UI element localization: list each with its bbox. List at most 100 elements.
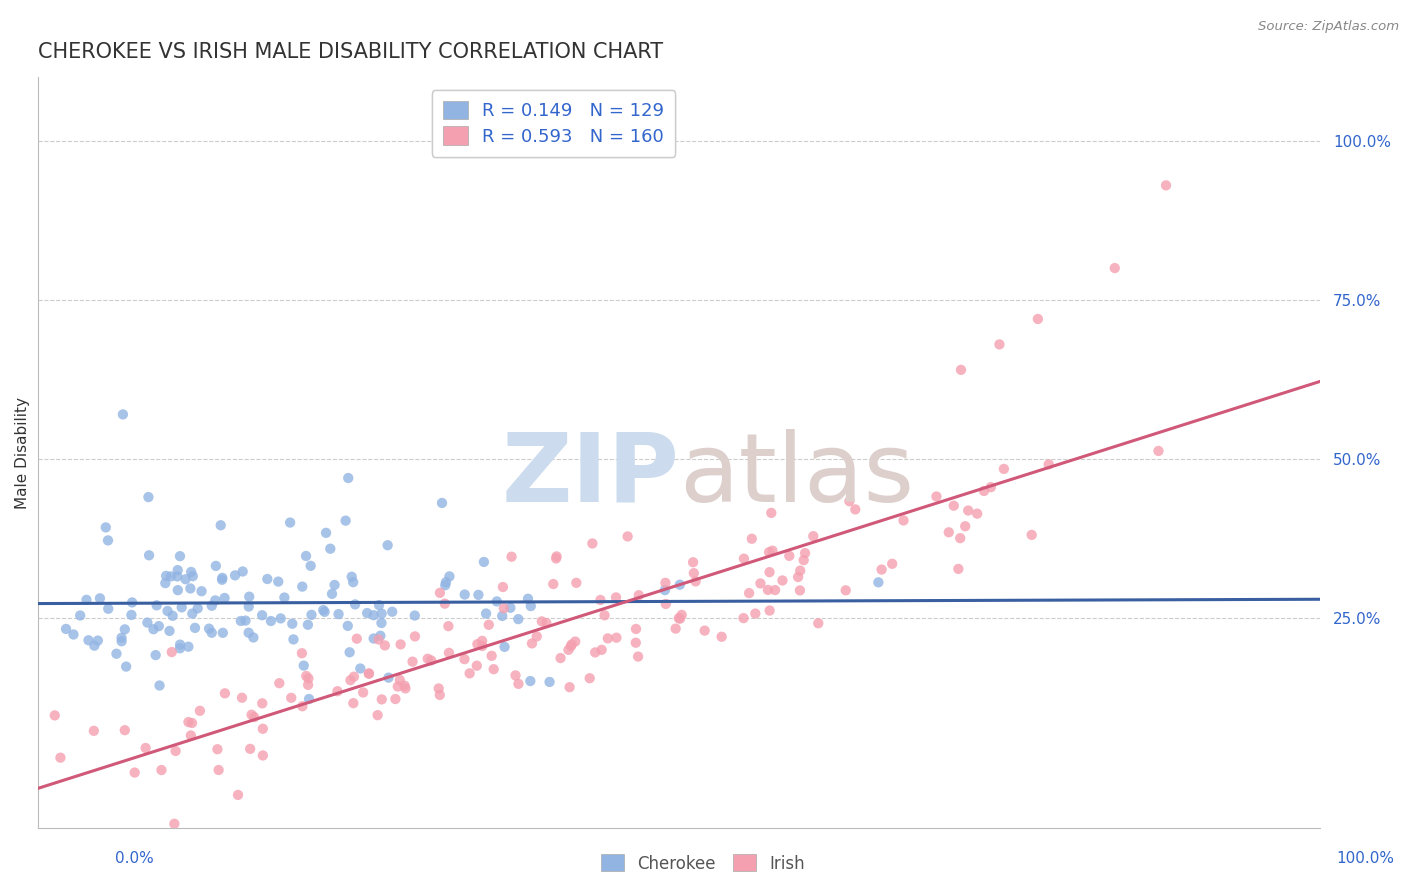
Point [465, 658, 488, 673]
Point [374, 639, 396, 653]
Point [180, 729, 202, 743]
Point [207, 742, 229, 756]
Point [893, 513, 915, 527]
Point [394, 679, 416, 693]
Point [988, 337, 1011, 351]
Point [485, 594, 508, 608]
Point [76, 592, 98, 607]
Point [655, 597, 678, 611]
Point [546, 549, 568, 564]
Point [198, 622, 221, 636]
Point [870, 563, 893, 577]
Point [370, 629, 392, 643]
Point [370, 615, 392, 630]
Point [478, 617, 501, 632]
Point [433, 597, 456, 611]
Point [429, 688, 451, 702]
Point [278, 516, 301, 530]
Point [434, 578, 457, 592]
Point [363, 632, 385, 646]
Point [229, 614, 252, 628]
Point [339, 673, 361, 688]
Point [250, 608, 273, 623]
Point [342, 696, 364, 710]
Point [239, 742, 262, 756]
Point [394, 681, 416, 696]
Point [758, 603, 780, 617]
Point [155, 576, 177, 591]
Y-axis label: Male Disability: Male Disability [15, 397, 30, 508]
Point [416, 651, 439, 665]
Point [201, 625, 224, 640]
Point [357, 666, 380, 681]
Point [520, 636, 543, 650]
Point [105, 647, 128, 661]
Point [882, 557, 904, 571]
Point [624, 636, 647, 650]
Point [238, 590, 260, 604]
Point [87, 633, 110, 648]
Point [844, 502, 866, 516]
Point [404, 608, 426, 623]
Text: atlas: atlas [679, 428, 914, 522]
Point [187, 601, 209, 615]
Point [323, 578, 346, 592]
Point [138, 490, 160, 504]
Point [301, 607, 323, 622]
Point [758, 565, 780, 579]
Point [238, 599, 260, 614]
Point [209, 518, 232, 533]
Point [475, 607, 498, 621]
Point [97, 533, 120, 548]
Point [1038, 458, 1060, 472]
Point [211, 571, 233, 585]
Point [654, 575, 676, 590]
Point [335, 514, 357, 528]
Point [1021, 528, 1043, 542]
Point [145, 648, 167, 662]
Point [756, 582, 779, 597]
Point [238, 625, 260, 640]
Point [150, 763, 173, 777]
Point [682, 566, 704, 581]
Point [138, 549, 160, 563]
Point [565, 575, 588, 590]
Point [114, 723, 136, 738]
Point [437, 646, 460, 660]
Point [299, 558, 322, 573]
Point [321, 587, 343, 601]
Point [89, 591, 111, 606]
Point [291, 646, 314, 660]
Point [501, 549, 523, 564]
Point [188, 704, 211, 718]
Point [868, 575, 890, 590]
Point [616, 529, 638, 543]
Point [344, 598, 367, 612]
Point [252, 748, 274, 763]
Point [761, 543, 783, 558]
Point [467, 588, 489, 602]
Point [787, 570, 810, 584]
Point [458, 666, 481, 681]
Point [270, 611, 292, 625]
Point [471, 639, 494, 653]
Point [578, 671, 600, 685]
Point [593, 608, 616, 623]
Point [439, 569, 461, 583]
Point [326, 684, 349, 698]
Point [349, 661, 371, 675]
Point [69, 608, 91, 623]
Legend: Cherokee, Irish: Cherokee, Irish [595, 847, 811, 880]
Point [925, 490, 948, 504]
Point [741, 532, 763, 546]
Point [693, 624, 716, 638]
Point [605, 591, 627, 605]
Point [181, 716, 204, 731]
Point [838, 494, 860, 508]
Point [340, 570, 363, 584]
Point [337, 471, 360, 485]
Point [624, 622, 647, 636]
Point [252, 696, 274, 710]
Point [226, 788, 249, 802]
Point [583, 645, 606, 659]
